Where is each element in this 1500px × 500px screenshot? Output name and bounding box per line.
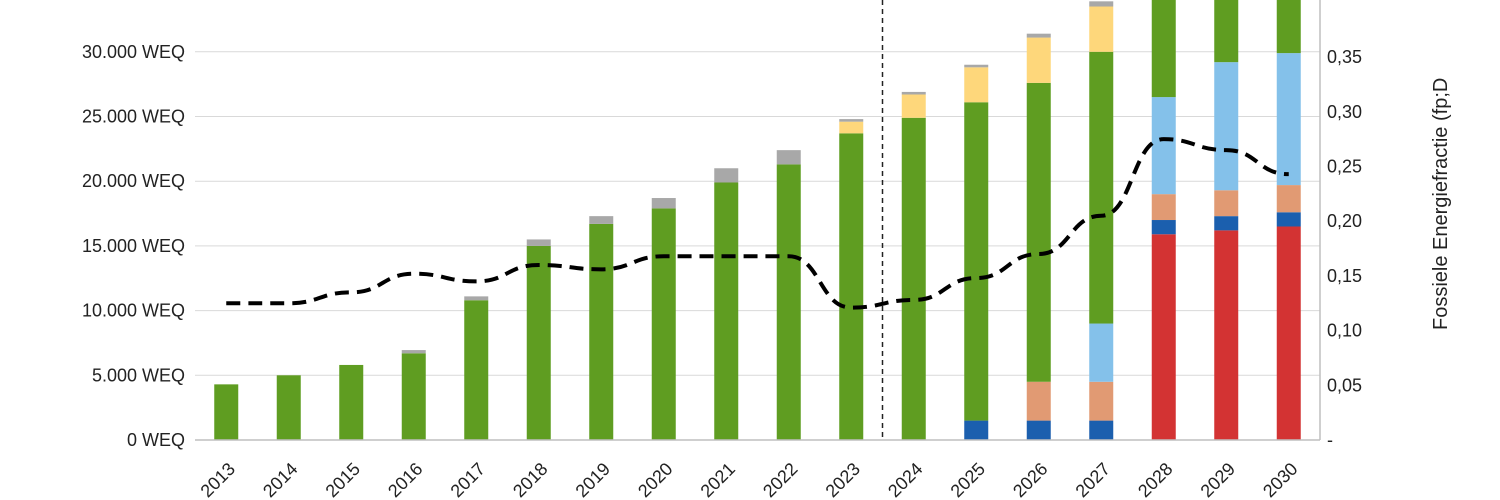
bar-segment	[526, 239, 551, 246]
bar-segment	[839, 119, 864, 122]
x-axis-ticks: 2013 2014 2015 2016 2017 2018 2019 2020 2021 2022…	[197, 459, 1302, 500]
bar-segment	[901, 117, 926, 440]
bar-segment	[1026, 82, 1051, 382]
bar-segment	[839, 121, 864, 134]
bars-layer	[214, 0, 1301, 441]
x-tick-label: 2024	[884, 459, 926, 500]
bar-segment	[464, 300, 489, 440]
bar-segment	[1214, 190, 1239, 217]
x-tick-label: 2020	[634, 459, 676, 500]
bar-segment	[1151, 97, 1176, 195]
y-tick-label: 0 WEQ	[127, 430, 185, 450]
bar-segment	[1089, 1, 1114, 7]
bar-segment	[464, 296, 489, 301]
x-tick-label: 2018	[509, 459, 551, 500]
bar-segment	[964, 420, 989, 440]
bar-segment	[776, 150, 801, 165]
bar-segment	[1089, 51, 1114, 324]
bar-segment	[214, 384, 239, 440]
x-tick-label: 2016	[384, 459, 426, 500]
x-tick-label: 2015	[322, 459, 364, 500]
bar-segment	[1026, 33, 1051, 38]
bar-segment	[1276, 53, 1301, 186]
bar-segment	[526, 245, 551, 440]
bar-segment	[776, 164, 801, 441]
right-tick-label: 0,15	[1327, 266, 1362, 286]
right-tick-label: 0,25	[1327, 157, 1362, 177]
right-tick-label: 0,05	[1327, 375, 1362, 395]
bar-segment	[1151, 194, 1176, 221]
right-tick-label: 0,35	[1327, 47, 1362, 67]
bar-segment	[1026, 420, 1051, 440]
bar-segment	[1089, 381, 1114, 421]
bar-segment	[1214, 230, 1239, 440]
bar-segment	[651, 208, 676, 440]
x-tick-label: 2028	[1134, 459, 1176, 500]
bar-segment	[1276, 0, 1301, 54]
y-tick-label: 5.000 WEQ	[92, 365, 185, 385]
right-axis-label: Fossiele Energiefractie (fp;D	[1430, 78, 1452, 330]
x-tick-label: 2026	[1009, 459, 1051, 500]
right-tick-label: 0,10	[1327, 321, 1362, 341]
y-tick-label: 20.000 WEQ	[82, 171, 185, 191]
bar-segment	[339, 364, 364, 440]
bar-segment	[964, 67, 989, 103]
x-tick-label: 2027	[1072, 459, 1114, 500]
bar-segment	[1151, 0, 1176, 98]
x-tick-label: 2029	[1197, 459, 1239, 500]
right-tick-label: 0,30	[1327, 102, 1362, 122]
x-tick-label: 2013	[197, 459, 239, 500]
bar-segment	[1214, 216, 1239, 231]
bar-segment	[901, 94, 926, 118]
x-tick-label: 2019	[572, 459, 614, 500]
bar-segment	[401, 353, 426, 440]
fossil-fraction-line	[226, 137, 1289, 310]
x-tick-label: 2021	[697, 459, 739, 500]
bar-segment	[1089, 420, 1114, 440]
x-tick-label: 2014	[259, 459, 301, 500]
bar-segment	[901, 91, 926, 95]
right-tick-label: -	[1327, 430, 1333, 450]
bar-segment	[401, 350, 426, 354]
y-axis-ticks: 0 WEQ 5.000 WEQ 10.000 WEQ 15.000 WEQ 20.000…	[82, 42, 185, 450]
gridlines	[195, 51, 1320, 376]
bar-segment	[964, 102, 989, 421]
right-axis-ticks: - 0,05 0,10 0,15 0,20 0,25 0,30 0,35	[1327, 47, 1362, 450]
bar-segment	[1276, 212, 1301, 227]
bar-segment	[714, 182, 739, 440]
bar-segment	[1026, 381, 1051, 421]
x-tick-label: 2017	[447, 459, 489, 500]
y-tick-label: 30.000 WEQ	[82, 42, 185, 62]
bar-segment	[651, 198, 676, 209]
bar-segment	[1276, 185, 1301, 213]
x-tick-label: 2030	[1259, 459, 1301, 500]
x-tick-label: 2023	[822, 459, 864, 500]
bar-segment	[1214, 0, 1239, 63]
bar-segment	[1276, 226, 1301, 440]
bar-segment	[839, 133, 864, 440]
bar-segment	[1089, 323, 1114, 382]
bar-segment	[276, 375, 301, 440]
bar-segment	[1026, 37, 1051, 83]
bar-segment	[589, 216, 614, 224]
bar-segment	[589, 223, 614, 440]
y-tick-label: 15.000 WEQ	[82, 236, 185, 256]
bar-segment	[1151, 234, 1176, 440]
y-tick-label: 10.000 WEQ	[82, 301, 185, 321]
x-tick-label: 2022	[759, 459, 801, 500]
y-tick-label: 25.000 WEQ	[82, 107, 185, 127]
bar-segment	[964, 64, 989, 68]
bar-segment	[714, 168, 739, 183]
bar-segment	[1151, 220, 1176, 235]
right-tick-label: 0,20	[1327, 211, 1362, 231]
bar-segment	[1214, 62, 1239, 191]
x-tick-label: 2025	[947, 459, 989, 500]
bar-segment	[1089, 6, 1114, 52]
